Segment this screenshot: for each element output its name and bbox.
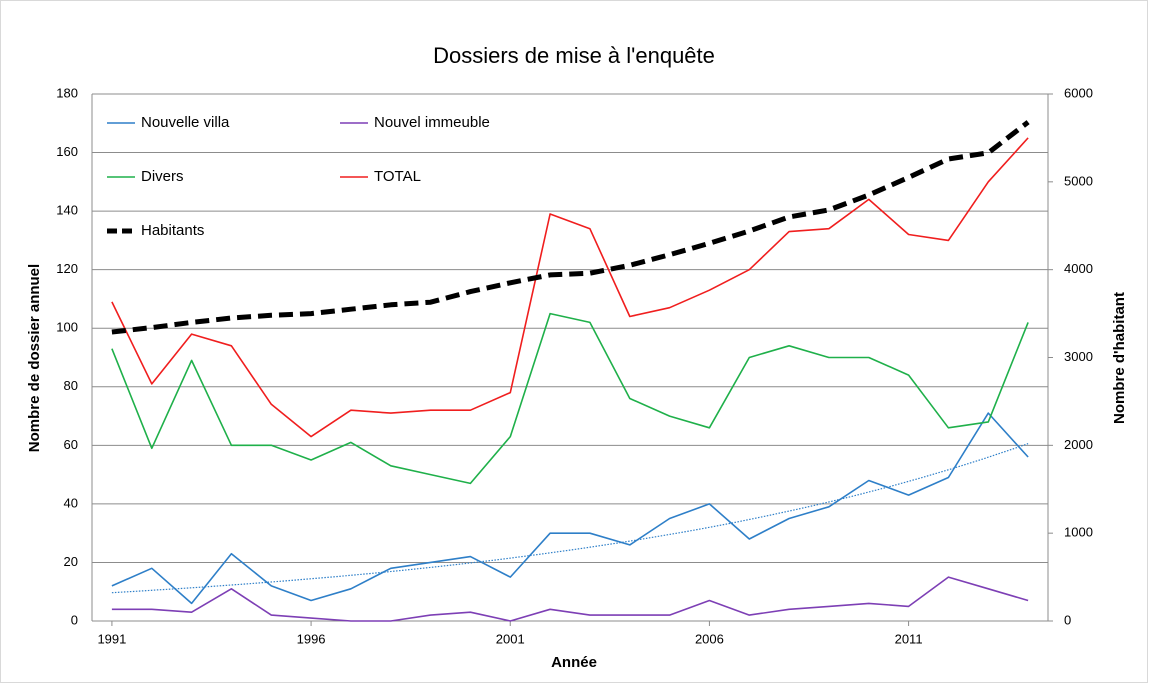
y2-tick-label: 6000 bbox=[1064, 85, 1093, 100]
y-tick-label: 20 bbox=[64, 554, 78, 569]
y-tick-label: 0 bbox=[71, 612, 78, 627]
y2-tick-label: 4000 bbox=[1064, 261, 1093, 276]
y2-tick-label: 5000 bbox=[1064, 173, 1093, 188]
x-tick-label: 2001 bbox=[496, 631, 525, 646]
x-tick-label: 2006 bbox=[695, 631, 724, 646]
x-tick-label: 2011 bbox=[895, 631, 923, 646]
series-line bbox=[111, 412, 1029, 605]
legend-label: TOTAL bbox=[374, 168, 421, 185]
series-line bbox=[111, 137, 1029, 438]
series-line bbox=[111, 312, 1029, 485]
y2-tick-label: 2000 bbox=[1064, 437, 1093, 452]
y-axis-label: Nombre de dossier annuel bbox=[26, 264, 43, 452]
legend-label: Nouvel immeuble bbox=[374, 114, 490, 131]
series-line bbox=[111, 576, 1029, 622]
y2-tick-label: 1000 bbox=[1064, 525, 1093, 540]
y2-tick-label: 3000 bbox=[1064, 349, 1093, 364]
chart-title: Dossiers de mise à l'enquête bbox=[433, 43, 715, 68]
legend-label: Divers bbox=[141, 168, 184, 185]
y-tick-label: 140 bbox=[56, 203, 78, 218]
x-axis-label: Année bbox=[551, 654, 597, 671]
y-tick-label: 180 bbox=[56, 85, 78, 100]
series-line bbox=[111, 120, 1030, 335]
legend-label: Nouvelle villa bbox=[141, 114, 230, 131]
y-tick-label: 120 bbox=[56, 261, 78, 276]
y2-axis-label: Nombre d'habitant bbox=[1111, 292, 1128, 424]
x-tick-label: 1996 bbox=[297, 631, 326, 646]
y-tick-label: 40 bbox=[64, 495, 78, 510]
y-tick-label: 80 bbox=[64, 378, 78, 393]
trendline bbox=[111, 443, 1029, 594]
y-tick-label: 160 bbox=[56, 144, 78, 159]
y2-tick-label: 0 bbox=[1064, 612, 1071, 627]
x-tick-label: 1991 bbox=[97, 631, 126, 646]
y-tick-label: 100 bbox=[56, 320, 78, 335]
y-tick-label: 60 bbox=[64, 437, 78, 452]
legend-label: Habitants bbox=[141, 222, 204, 239]
